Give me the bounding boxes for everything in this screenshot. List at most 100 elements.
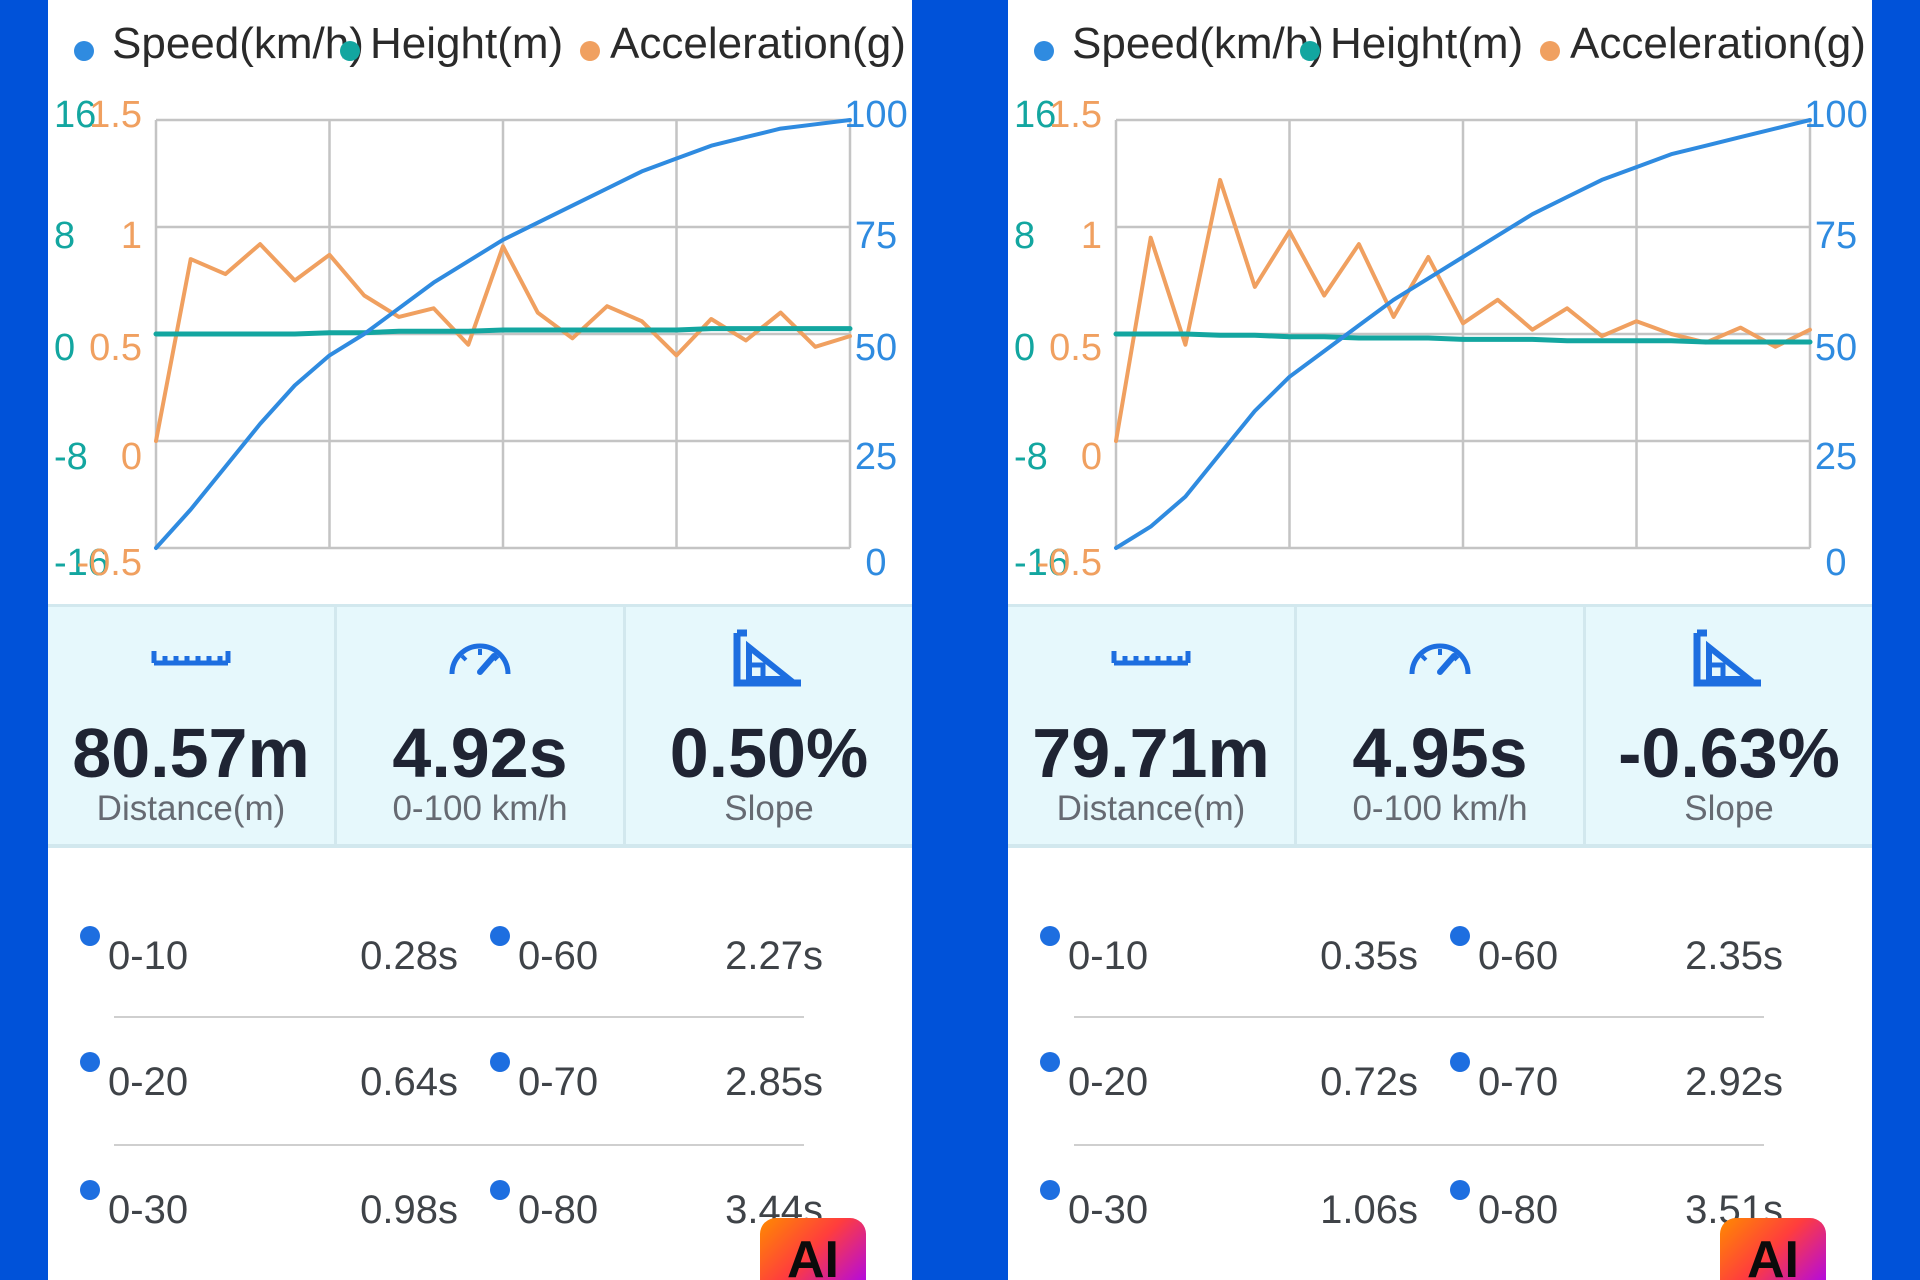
acceleration-axis-tick: 0 [121, 436, 142, 478]
split-dot-icon [80, 926, 100, 946]
speed-legend-dot-icon [1034, 41, 1054, 61]
stat-zero-to-hundred: 4.95s 0-100 km/h [1297, 607, 1586, 844]
speed-axis-tick: 75 [855, 215, 897, 257]
speed-axis-tick: 75 [1815, 215, 1857, 257]
height-axis-tick: 0 [54, 327, 75, 369]
slope-icon [731, 629, 807, 694]
speed-axis-tick: 50 [855, 327, 897, 369]
split-dot-icon [1040, 1180, 1060, 1200]
stat-label: Distance(m) [96, 789, 286, 828]
speed-series-line [1114, 118, 1812, 550]
split-time: 2.27s [725, 934, 823, 978]
height-legend-label: Height(m) [370, 19, 563, 68]
acceleration-axis-tick: 1 [1081, 215, 1102, 257]
height-axis-tick: -16 [54, 542, 109, 584]
stat-value: 79.71m [1032, 714, 1270, 792]
height-axis-tick: 16 [1014, 94, 1056, 136]
stat-value: 4.92s [392, 714, 568, 792]
speedometer-icon [445, 629, 515, 684]
run-panel-left: Speed(km/h) Height(m) Acceleration(g) 16 8 0-… [48, 0, 912, 1280]
split-dot-icon [1040, 1052, 1060, 1072]
stat-slope: -0.63% Slope [1586, 607, 1872, 844]
ruler-icon [151, 629, 231, 674]
speed-axis-tick: 100 [844, 94, 907, 136]
ai-assistant-button[interactable]: AI [760, 1218, 866, 1280]
speed-axis-tick: 0 [865, 542, 886, 584]
stat-label: 0-100 km/h [1352, 789, 1528, 828]
height-legend-dot-icon [340, 41, 360, 61]
split-row: 0-10 0.35s 0-60 2.35s [1008, 920, 1872, 1020]
split-dot-icon [490, 1052, 510, 1072]
speed-legend-dot-icon [74, 41, 94, 61]
run-panel-right: Speed(km/h) Height(m) Acceleration(g) 16 8 0-… [1008, 0, 1872, 1280]
split-time: 1.06s [1320, 1188, 1418, 1232]
acceleration-axis-tick: 0.5 [89, 327, 142, 369]
split-label: 0-60 [518, 934, 599, 978]
acceleration-axis-tick: 1 [121, 215, 142, 257]
split-time: 0.72s [1320, 1060, 1418, 1104]
stat-value: 80.57m [72, 714, 310, 792]
split-time: 0.98s [360, 1188, 458, 1232]
split-times: 0-10 0.28s 0-60 2.27s 0-20 0.64s 0-70 2.… [48, 860, 912, 1280]
speed-axis-tick: 25 [1815, 436, 1857, 478]
height-legend-label: Height(m) [1330, 19, 1523, 68]
split-times: 0-10 0.35s 0-60 2.35s 0-20 0.72s 0-70 2.… [1008, 860, 1872, 1280]
acceleration-axis-tick: 0 [1081, 436, 1102, 478]
split-dot-icon [1450, 1180, 1470, 1200]
divider [1074, 1144, 1764, 1146]
split-label: 0-70 [1478, 1060, 1559, 1104]
split-row: 0-10 0.28s 0-60 2.27s [48, 920, 912, 1020]
chart-legend: Speed(km/h) Height(m) Acceleration(g) [1034, 19, 1866, 68]
split-label: 0-30 [1068, 1188, 1149, 1232]
split-row: 0-20 0.72s 0-70 2.92s [1008, 1046, 1872, 1146]
chart-legend: Speed(km/h) Height(m) Acceleration(g) [74, 19, 906, 68]
stats-bar: 80.57m Distance(m) 4.92s 0-100 km/h [48, 604, 912, 848]
ai-assistant-button[interactable]: AI [1720, 1218, 1826, 1280]
stat-distance: 80.57m Distance(m) [48, 607, 337, 844]
acceleration-axis-tick: 1.5 [1049, 94, 1102, 136]
split-row: 0-30 0.98s 0-80 3.44s [48, 1174, 912, 1274]
stat-label: Slope [724, 789, 814, 828]
split-row: 0-20 0.64s 0-70 2.85s [48, 1046, 912, 1146]
split-label: 0-70 [518, 1060, 599, 1104]
split-time: 0.64s [360, 1060, 458, 1104]
split-label: 0-10 [108, 934, 189, 978]
height-axis-tick: 8 [54, 215, 75, 257]
chart-grid [154, 118, 852, 550]
acceleration-axis-tick: 1.5 [89, 94, 142, 136]
split-label: 0-60 [1478, 934, 1559, 978]
acceleration-legend-label: Acceleration(g) [610, 19, 906, 68]
split-dot-icon [80, 1052, 100, 1072]
acceleration-legend-dot-icon [1540, 41, 1560, 61]
stat-distance: 79.71m Distance(m) [1008, 607, 1297, 844]
split-label: 0-10 [1068, 934, 1149, 978]
stat-label: Slope [1684, 789, 1774, 828]
split-dot-icon [1450, 1052, 1470, 1072]
speed-axis-tick: 50 [1815, 327, 1857, 369]
split-row: 0-30 1.06s 0-80 3.51s [1008, 1174, 1872, 1274]
acceleration-axis-tick: 0.5 [1049, 327, 1102, 369]
height-series-line [153, 326, 853, 337]
speed-legend-label: Speed(km/h) [1072, 19, 1324, 68]
speed-axis-tick: 0 [1825, 542, 1846, 584]
height-axis-tick: 8 [1014, 215, 1035, 257]
chart-grid [1114, 118, 1812, 550]
split-time: 2.92s [1685, 1060, 1783, 1104]
split-time: 0.35s [1320, 934, 1418, 978]
height-legend-dot-icon [1300, 41, 1320, 61]
acceleration-axis-tick: -0.5 [1037, 542, 1102, 584]
height-series-line [1113, 331, 1813, 345]
acceleration-legend-label: Acceleration(g) [1570, 19, 1866, 68]
split-time: 2.85s [725, 1060, 823, 1104]
stat-value: -0.63% [1618, 714, 1840, 792]
divider [1074, 1016, 1764, 1018]
slope-icon [1691, 629, 1767, 694]
stat-slope: 0.50% Slope [626, 607, 912, 844]
speed-series-line [154, 118, 852, 550]
acceleration-legend-dot-icon [580, 41, 600, 61]
divider [114, 1144, 804, 1146]
split-label: 0-30 [108, 1188, 189, 1232]
split-dot-icon [490, 1180, 510, 1200]
split-dot-icon [490, 926, 510, 946]
stat-label: 0-100 km/h [392, 789, 568, 828]
